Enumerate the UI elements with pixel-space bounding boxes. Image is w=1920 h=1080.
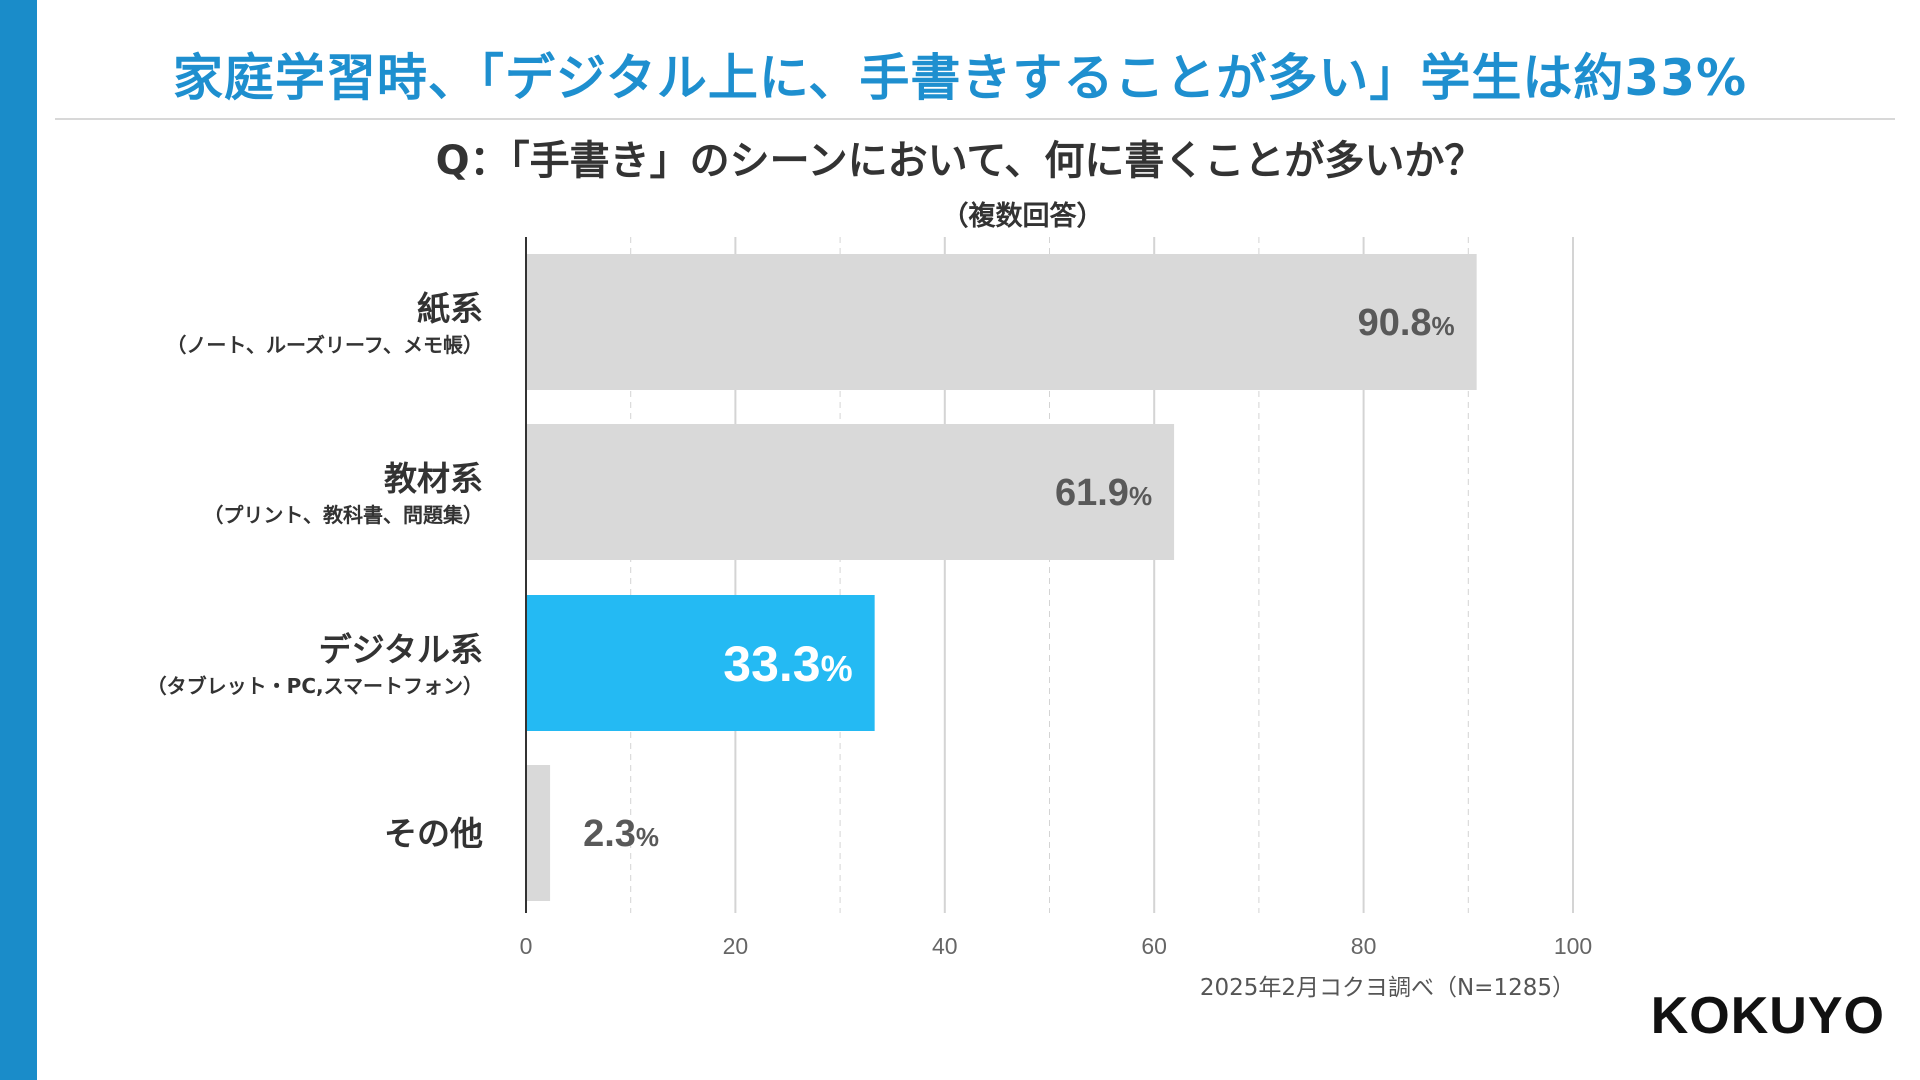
value-label-2: 33.3% bbox=[723, 636, 852, 692]
bar-0 bbox=[526, 254, 1477, 390]
question-text: Q：「手書き」のシーンにおいて、何に書くことが多いか？ bbox=[435, 138, 1485, 184]
category-sublabel-2: （タブレット・PC,スマートフォン） bbox=[147, 674, 483, 698]
category-sublabel-0: （ノート、ルーズリーフ、メモ帳） bbox=[166, 333, 483, 357]
value-label-3: 2.3% bbox=[583, 813, 659, 855]
x-tick-40: 40 bbox=[932, 933, 958, 959]
source-note: 2025年2月コクヨ調べ（N=1285） bbox=[1199, 975, 1575, 1001]
title-divider bbox=[55, 118, 1895, 120]
bar-1 bbox=[526, 424, 1175, 560]
category-label-0: 紙系 bbox=[417, 289, 483, 328]
category-label-2: デジタル系 bbox=[319, 630, 483, 669]
left-accent-bar bbox=[0, 0, 37, 1080]
value-label-1: 61.9% bbox=[1055, 472, 1152, 514]
value-label-0: 90.8% bbox=[1358, 302, 1455, 344]
x-tick-20: 20 bbox=[723, 933, 749, 959]
kokuyo-logo: KOKUYO bbox=[1650, 987, 1885, 1045]
x-tick-60: 60 bbox=[1141, 933, 1167, 959]
bars: 90.8% 61.9% 33.3% 2.3% bbox=[526, 254, 1477, 901]
page-title: 家庭学習時、「デジタル上に、手書きすることが多い」学生は約33% bbox=[172, 49, 1748, 107]
x-tick-0: 0 bbox=[520, 933, 533, 959]
bar-3 bbox=[526, 765, 551, 901]
category-label-1: 教材系 bbox=[384, 459, 483, 498]
multiple-answer-note: （複数回答） bbox=[941, 201, 1104, 232]
category-sublabel-1: （プリント、教科書、問題集） bbox=[203, 503, 483, 527]
x-tick-100: 100 bbox=[1554, 933, 1592, 959]
category-label-3: その他 bbox=[384, 814, 483, 853]
bar-2 bbox=[526, 595, 875, 731]
x-axis-ticks: 0 20 40 60 80 100 bbox=[520, 933, 1593, 959]
category-labels: 紙系 （ノート、ルーズリーフ、メモ帳） 教材系 （プリント、教科書、問題集） デジタル系… bbox=[147, 289, 483, 853]
x-tick-80: 80 bbox=[1351, 933, 1377, 959]
